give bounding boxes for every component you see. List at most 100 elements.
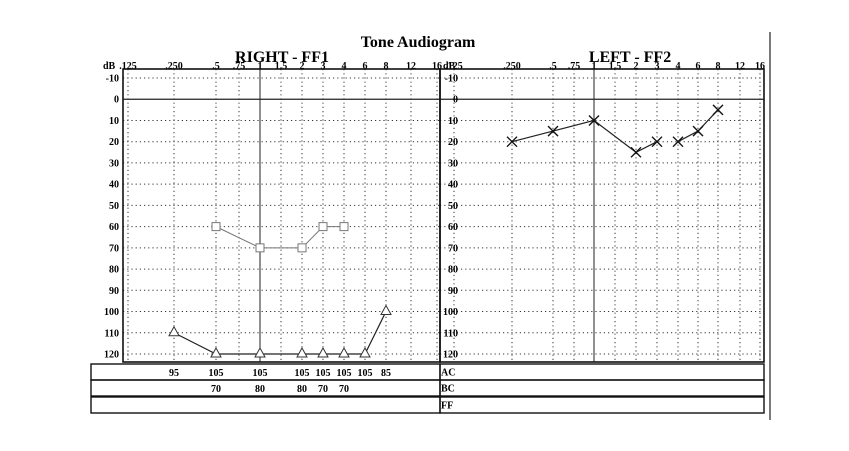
table-cell: 105	[337, 368, 352, 379]
data-point-x	[712, 104, 724, 116]
x-tick-label: 1.5	[275, 61, 288, 72]
x-tick-label: 6	[363, 61, 368, 72]
table-cell: 80	[297, 384, 307, 395]
x-tick-label: .5	[212, 61, 220, 72]
plot-frame	[439, 68, 765, 363]
x-tick-label: 1.5	[609, 61, 622, 72]
x-tick-label: .250	[165, 61, 183, 72]
y-tick-label: 80	[448, 265, 458, 276]
threshold-table: AC BC FF	[439, 363, 765, 414]
x-tick-label: 4	[676, 61, 681, 72]
db-axis-label: dB	[443, 61, 456, 72]
table-cell: 105	[295, 368, 310, 379]
x-tick-label: .125	[119, 61, 137, 72]
y-tick-label: 30	[109, 158, 119, 169]
x-tick-label: 12	[406, 61, 416, 72]
x-tick-label: .125	[445, 61, 463, 72]
table-cell: 105	[209, 368, 224, 379]
db-axis-label: dB	[103, 61, 116, 72]
table-cell: 95	[169, 368, 179, 379]
y-tick-label: 0	[453, 95, 458, 106]
x-tick-label: 6	[696, 61, 701, 72]
y-tick-label: 10	[448, 116, 458, 127]
table-cell: 105	[253, 368, 268, 379]
x-tick-label: 2	[634, 61, 639, 72]
data-point-triangle	[317, 346, 329, 358]
y-tick-label: 0	[114, 95, 119, 106]
y-tick-label: 50	[448, 201, 458, 212]
x-tick-label: 16	[755, 61, 765, 72]
series-line	[511, 119, 658, 154]
y-tick-label: 50	[109, 201, 119, 212]
x-tick-label: .75	[568, 61, 581, 72]
data-point-triangle	[168, 325, 180, 337]
data-point-triangle	[296, 346, 308, 358]
table-cell: 70	[318, 384, 328, 395]
x-tick-label: 3	[321, 61, 326, 72]
y-tick-label: 20	[448, 137, 458, 148]
x-tick-label: .250	[503, 61, 521, 72]
data-point-x	[547, 125, 559, 137]
data-point-triangle	[380, 304, 392, 316]
data-point-triangle	[359, 346, 371, 358]
x-tick-label: .5	[549, 61, 557, 72]
table-row	[439, 379, 765, 397]
y-tick-label: 70	[109, 243, 119, 254]
table-row	[439, 363, 765, 381]
x-tick-label: 3	[655, 61, 660, 72]
y-tick-label: 70	[448, 243, 458, 254]
data-point-x	[506, 136, 518, 148]
x-tick-label: 1	[592, 61, 597, 72]
data-point-square	[318, 222, 328, 232]
data-point-square	[339, 222, 349, 232]
y-tick-label: 120	[443, 350, 458, 361]
y-tick-label: 90	[109, 286, 119, 297]
y-tick-label: -10	[106, 74, 119, 85]
y-tick-label: -10	[445, 74, 458, 85]
y-tick-label: 80	[109, 265, 119, 276]
y-tick-label: 10	[109, 116, 119, 127]
threshold-table: 95 105 105 105 105 105 105 85 70 80 80 70 70	[90, 363, 441, 414]
data-point-triangle	[254, 346, 266, 358]
y-tick-label: 100	[104, 307, 119, 318]
table-cell: 70	[339, 384, 349, 395]
table-cell: 85	[381, 368, 391, 379]
x-tick-label: 4	[342, 61, 347, 72]
x-tick-label: 2	[300, 61, 305, 72]
data-point-triangle	[338, 346, 350, 358]
x-tick-label: 8	[384, 61, 389, 72]
x-tick-label: 8	[716, 61, 721, 72]
page-title: Tone Audiogram	[361, 34, 476, 51]
table-row	[90, 379, 441, 397]
table-row-label: BC	[441, 384, 455, 395]
y-tick-label: 110	[105, 328, 119, 339]
table-cell: 80	[255, 384, 265, 395]
table-row-label: FF	[441, 401, 453, 412]
y-tick-label: 110	[444, 328, 458, 339]
x-tick-label: .75	[233, 61, 246, 72]
panel-title: LEFT - FF2	[589, 49, 671, 66]
x-tick-label: 1	[258, 61, 263, 72]
table-cell: 105	[358, 368, 373, 379]
data-point-x	[672, 136, 684, 148]
table-cell: 70	[211, 384, 221, 395]
table-row-label: AC	[441, 368, 455, 379]
data-point-x	[692, 125, 704, 137]
data-point-square	[211, 222, 221, 232]
y-tick-label: 120	[104, 350, 119, 361]
data-point-square	[297, 243, 307, 253]
x-tick-label: 16	[432, 61, 442, 72]
y-tick-label: 100	[443, 307, 458, 318]
table-row	[439, 396, 765, 414]
x-tick-label: 12	[735, 61, 745, 72]
table-cell: 105	[316, 368, 331, 379]
data-point-x	[651, 136, 663, 148]
y-tick-label: 20	[109, 137, 119, 148]
audiogram-panel-right: RIGHT - FF1 dB .125 .250 .5 .75 1 1.5 2 3 4 6 8 12 16 -…	[90, 49, 442, 414]
audiogram-panel-left: LEFT - FF2 dB.125 .250 .5 .75 1 1.5 2 3 4 6 8 12 16 -1…	[439, 49, 765, 414]
data-point-x	[630, 146, 642, 158]
y-tick-label: 60	[109, 222, 119, 233]
data-point-triangle	[210, 346, 222, 358]
data-point-x	[588, 114, 600, 126]
